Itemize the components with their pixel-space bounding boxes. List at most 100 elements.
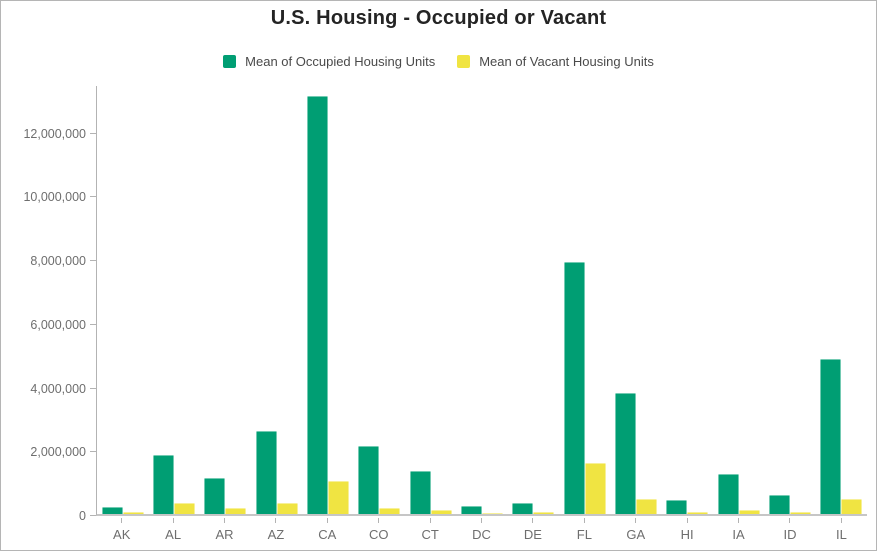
x-tick-CT <box>429 518 431 523</box>
y-tick-label-8,000,000: 8,000,000 <box>30 254 86 269</box>
category-group-ID <box>764 86 815 514</box>
x-tick-AR <box>223 518 225 523</box>
bar-vacant-CA[interactable] <box>327 481 349 514</box>
chart-title: U.S. Housing - Occupied or Vacant <box>270 7 607 29</box>
x-label-FL: FL <box>576 527 592 542</box>
category-group-DE <box>508 86 559 514</box>
bar-occupied-HI[interactable] <box>666 500 688 514</box>
bar-occupied-GA[interactable] <box>614 393 636 514</box>
plot-area <box>96 86 867 516</box>
category-group-IA <box>713 86 764 514</box>
x-label-GA: GA <box>626 527 646 542</box>
bar-vacant-IL[interactable] <box>841 499 863 514</box>
y-tick-label-12,000,000: 12,000,000 <box>23 126 86 141</box>
y-tick-4,000,000 <box>90 387 96 389</box>
x-tick-AZ <box>275 518 277 523</box>
x-tick-AL <box>172 518 174 523</box>
y-tick-label-4,000,000: 4,000,000 <box>30 381 86 396</box>
bar-vacant-AZ[interactable] <box>276 503 298 514</box>
bar-vacant-ID[interactable] <box>789 512 811 514</box>
bar-vacant-IA[interactable] <box>738 510 760 514</box>
x-label-AL: AL <box>165 527 182 542</box>
y-tick-label-6,000,000: 6,000,000 <box>30 317 86 332</box>
category-group-AL <box>148 86 199 514</box>
bar-occupied-AZ[interactable] <box>255 431 277 514</box>
bar-occupied-CA[interactable] <box>306 96 328 514</box>
x-label-HI: HI <box>680 527 694 542</box>
bar-vacant-AL[interactable] <box>173 503 195 514</box>
category-group-HI <box>662 86 713 514</box>
x-tick-CO <box>378 518 380 523</box>
bar-occupied-AL[interactable] <box>152 455 174 514</box>
category-group-AK <box>97 86 148 514</box>
y-tick-0 <box>90 515 96 516</box>
x-label-CO: CO <box>368 527 389 542</box>
category-group-GA <box>610 86 661 514</box>
bar-occupied-AR[interactable] <box>204 478 226 514</box>
y-tick-label-0: 0 <box>79 509 86 523</box>
legend-item-vacant[interactable]: Mean of Vacant Housing Units <box>457 54 654 69</box>
x-label-AR: AR <box>215 527 234 542</box>
x-tick-ID <box>789 518 791 523</box>
chart-legend: Mean of Occupied Housing Units Mean of V… <box>1 54 876 69</box>
x-label-CA: CA <box>318 527 337 542</box>
bar-vacant-DC[interactable] <box>481 513 503 514</box>
bar-occupied-DC[interactable] <box>460 506 482 514</box>
category-group-IL <box>816 86 867 514</box>
legend-swatch-occupied-icon <box>223 55 237 68</box>
x-label-DC: DC <box>472 527 491 542</box>
bar-occupied-ID[interactable] <box>768 495 790 514</box>
y-tick-6,000,000 <box>90 323 96 325</box>
y-tick-label-10,000,000: 10,000,000 <box>23 190 86 205</box>
bar-vacant-CT[interactable] <box>430 510 452 514</box>
x-label-AK: AK <box>113 527 131 542</box>
category-group-DC <box>456 86 507 514</box>
bar-occupied-IA[interactable] <box>717 474 739 514</box>
x-label-AZ: AZ <box>267 527 285 542</box>
bar-occupied-FL[interactable] <box>563 262 585 514</box>
bar-groups <box>97 86 867 514</box>
legend-label-vacant: Mean of Vacant Housing Units <box>479 54 654 69</box>
legend-label-occupied: Mean of Occupied Housing Units <box>245 54 436 69</box>
y-axis: 0 2,000,000 4,000,000 6,000,000 8,000,000 10,… <box>1 86 96 523</box>
category-group-CT <box>405 86 456 514</box>
category-group-CO <box>354 86 405 514</box>
bar-vacant-HI[interactable] <box>687 512 709 514</box>
bar-vacant-FL[interactable] <box>584 463 606 514</box>
category-group-AR <box>200 86 251 514</box>
x-tick-IL <box>840 518 842 523</box>
x-tick-GA <box>635 518 637 523</box>
bar-occupied-CT[interactable] <box>409 471 431 514</box>
x-tick-AK <box>121 518 123 523</box>
x-tick-FL <box>583 518 585 523</box>
legend-item-occupied[interactable]: Mean of Occupied Housing Units <box>223 54 435 69</box>
x-label-IA: IA <box>732 527 745 542</box>
x-tick-HI <box>686 518 688 523</box>
x-label-IL: IL <box>835 527 847 542</box>
legend-swatch-vacant-icon <box>457 55 471 68</box>
x-tick-DE <box>532 518 534 523</box>
x-axis-ticks <box>96 518 867 524</box>
x-tick-IA <box>738 518 739 523</box>
x-axis-labels: AK AL AR AZ CA CO CT DC DE FL GA HI IA ID IL <box>96 527 867 542</box>
category-group-FL <box>559 86 610 514</box>
y-tick-12,000,000 <box>90 132 96 134</box>
bar-occupied-CO[interactable] <box>358 446 380 514</box>
bar-vacant-AR[interactable] <box>225 508 247 514</box>
bar-occupied-AK[interactable] <box>101 507 123 514</box>
x-label-DE: DE <box>523 527 542 542</box>
x-label-ID: ID <box>783 527 797 542</box>
category-group-CA <box>302 86 353 514</box>
x-tick-CA <box>326 518 328 523</box>
category-group-AZ <box>251 86 302 514</box>
bar-vacant-GA[interactable] <box>635 499 657 514</box>
bar-occupied-IL[interactable] <box>820 359 842 514</box>
bar-vacant-DE[interactable] <box>533 512 555 514</box>
y-tick-8,000,000 <box>90 260 96 262</box>
bar-vacant-AK[interactable] <box>122 512 144 514</box>
bar-vacant-CO[interactable] <box>379 508 401 514</box>
x-tick-DC <box>481 518 482 523</box>
bar-occupied-DE[interactable] <box>512 503 534 514</box>
y-tick-10,000,000 <box>90 196 96 198</box>
